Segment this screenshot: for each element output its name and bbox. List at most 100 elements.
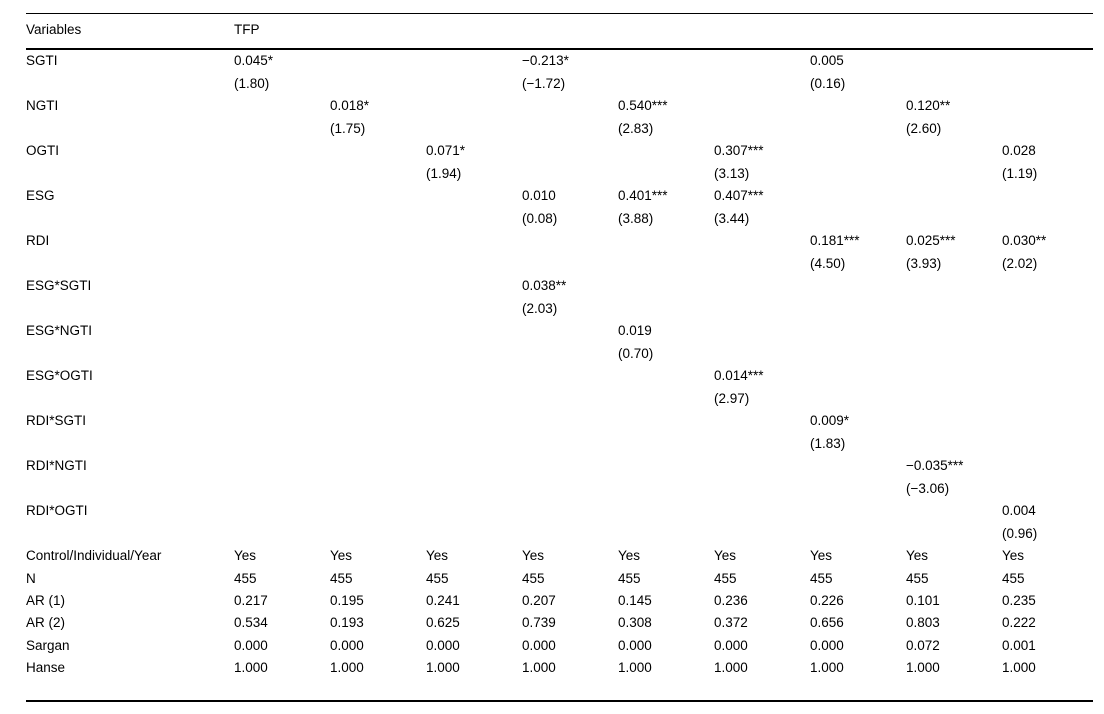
coef-cell	[426, 500, 522, 545]
coef-cell	[618, 455, 714, 500]
stat-cell: Yes	[426, 548, 449, 564]
coef-cell: 0.307*** (3.13)	[714, 143, 764, 181]
coef-cell	[714, 320, 810, 365]
coef-cell: −0.213* (−1.72)	[522, 53, 569, 91]
coef-cell	[714, 275, 810, 320]
coef-cell	[234, 365, 330, 410]
coef-cell: 0.005 (0.16)	[810, 53, 846, 91]
stat-cell: 455	[1002, 570, 1025, 586]
coef-cell: −0.035*** (−3.06)	[906, 458, 964, 496]
coef-cell	[618, 500, 714, 545]
coef-cell	[330, 455, 426, 500]
stat-cell: 0.739	[522, 615, 556, 631]
table-row-sgti: SGTI 0.045* (1.80) −0.213* (−1.72) 0.005…	[26, 49, 1093, 95]
table-row-rdi: RDI 0.181*** (4.50) 0.025*** (3.93) 0.03…	[26, 230, 1093, 275]
coef-cell	[234, 500, 330, 545]
row-label: RDI*NGTI	[26, 458, 87, 474]
coef-cell	[426, 230, 522, 275]
coef-cell	[714, 95, 810, 140]
coef-cell	[618, 49, 714, 95]
coef-cell: 0.004 (0.96)	[1002, 503, 1038, 541]
stat-cell: 0.145	[618, 593, 652, 609]
stat-cell: 455	[618, 570, 641, 586]
row-label: ESG*SGTI	[26, 278, 92, 294]
coef-cell: 0.019 (0.70)	[618, 323, 654, 361]
row-label: Sargan	[26, 637, 70, 653]
stat-cell: 0.000	[714, 637, 748, 653]
coef-cell	[426, 410, 522, 455]
row-label: Hanse	[26, 660, 66, 676]
stat-cell: 0.000	[522, 637, 556, 653]
stat-cell: 0.656	[810, 615, 844, 631]
stat-cell: 0.226	[810, 593, 844, 609]
coef-cell	[618, 275, 714, 320]
stat-cell: 455	[234, 570, 257, 586]
coef-cell	[906, 365, 1002, 410]
coef-cell	[330, 230, 426, 275]
stat-cell: 0.241	[426, 593, 460, 609]
table-row-ar1: AR (1) 0.217 0.195 0.241 0.207 0.145 0.2…	[26, 590, 1093, 612]
table-row-esg-ogti: ESG*OGTI 0.014*** (2.97)	[26, 365, 1093, 410]
coef-cell	[330, 275, 426, 320]
coef-cell	[618, 230, 714, 275]
stat-cell: 1.000	[714, 660, 748, 676]
coef-cell	[906, 410, 1002, 455]
stat-cell: 0.000	[426, 637, 460, 653]
coef-cell	[330, 500, 426, 545]
stat-cell: Yes	[330, 548, 353, 564]
row-label: N	[26, 570, 36, 586]
coef-cell: 0.120** (2.60)	[906, 98, 951, 136]
stat-cell: Yes	[522, 548, 545, 564]
table-row-hanse: Hanse 1.000 1.000 1.000 1.000 1.000 1.00…	[26, 657, 1093, 701]
coef-cell	[906, 140, 1002, 185]
row-label: ESG	[26, 188, 55, 204]
coef-cell	[906, 275, 1002, 320]
coef-cell	[714, 410, 810, 455]
coef-cell	[522, 455, 618, 500]
row-label: Control/Individual/Year	[26, 548, 162, 564]
stat-cell: 0.101	[906, 593, 940, 609]
stat-cell: 0.625	[426, 615, 460, 631]
table-row-rdi-sgti: RDI*SGTI 0.009* (1.83)	[26, 410, 1093, 455]
stat-cell: 0.193	[330, 615, 364, 631]
coef-cell: 0.407*** (3.44)	[714, 188, 764, 226]
coef-cell	[330, 410, 426, 455]
stat-cell: Yes	[618, 548, 641, 564]
stat-cell: 0.195	[330, 593, 364, 609]
coef-cell	[1002, 365, 1093, 410]
table-row-esg-sgti: ESG*SGTI 0.038** (2.03)	[26, 275, 1093, 320]
coef-cell	[906, 185, 1002, 230]
stat-cell: 0.372	[714, 615, 748, 631]
coef-cell: 0.540*** (2.83)	[618, 98, 668, 136]
header-row: Variables TFP	[26, 13, 1093, 50]
coef-cell	[522, 410, 618, 455]
stat-cell: 455	[714, 570, 737, 586]
coef-cell	[234, 455, 330, 500]
coef-cell	[810, 275, 906, 320]
coef-cell	[714, 500, 810, 545]
stat-cell: 455	[906, 570, 929, 586]
variables-column-header: Variables	[26, 22, 82, 37]
coef-cell	[714, 49, 810, 95]
stat-cell: 0.000	[810, 637, 844, 653]
coef-cell: 0.010 (0.08)	[522, 188, 558, 226]
coef-cell	[618, 365, 714, 410]
row-label: NGTI	[26, 98, 59, 114]
coef-cell	[810, 320, 906, 365]
coef-cell: 0.045* (1.80)	[234, 53, 274, 91]
stat-cell: 455	[330, 570, 353, 586]
stat-cell: 455	[810, 570, 833, 586]
coef-cell	[234, 230, 330, 275]
row-label: RDI	[26, 233, 50, 249]
stat-cell: 1.000	[906, 660, 940, 676]
stat-cell: 0.001	[1002, 637, 1036, 653]
stat-cell: 0.308	[618, 615, 652, 631]
coef-cell	[714, 455, 810, 500]
table-row-controls: Control/Individual/Year Yes Yes Yes Yes …	[26, 545, 1093, 567]
coef-cell: 0.071* (1.94)	[426, 143, 466, 181]
coef-cell	[522, 95, 618, 140]
row-label: AR (1)	[26, 593, 66, 609]
coef-cell: 0.028 (1.19)	[1002, 143, 1038, 181]
table-row-rdi-ogti: RDI*OGTI 0.004 (0.96)	[26, 500, 1093, 545]
coef-cell	[426, 455, 522, 500]
